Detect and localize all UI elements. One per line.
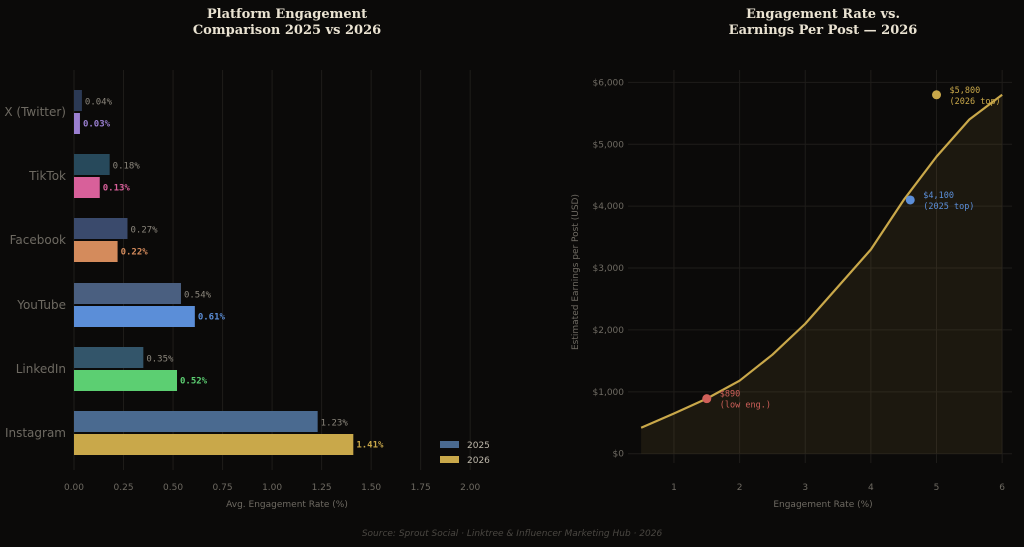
- bar-2026-label: 0.52%: [180, 377, 208, 387]
- bar-chart-title: Platform Engagement: [207, 7, 367, 22]
- area-fill: [641, 94, 1003, 454]
- bar-2025: [74, 218, 128, 239]
- category-label: Instagram: [5, 426, 66, 440]
- x-tick-label: 3: [802, 483, 808, 493]
- x-axis-label: Engagement Rate (%): [773, 500, 872, 510]
- x-tick-label: 0.25: [114, 483, 134, 493]
- x-tick-label: 4: [868, 483, 874, 493]
- bar-2026: [74, 370, 178, 391]
- x-tick-label: 0.75: [213, 483, 233, 493]
- annotation-label: $5,800: [950, 86, 981, 96]
- category-label: LinkedIn: [16, 362, 66, 376]
- bar-2026: [74, 434, 354, 455]
- line-chart-title: Earnings Per Post — 2026: [729, 23, 918, 38]
- earnings-line: [640, 93, 1003, 429]
- bar-2025-label: 0.04%: [85, 98, 113, 108]
- annotation-label: (2025 top): [923, 202, 974, 212]
- bar-2025-label: 0.18%: [113, 162, 141, 172]
- category-label: Facebook: [10, 233, 66, 247]
- y-tick-label: $6,000: [593, 78, 625, 88]
- bar-2026-label: 0.61%: [198, 313, 226, 323]
- bar-2025: [74, 90, 82, 111]
- x-tick-label: 5: [934, 483, 940, 493]
- x-tick-label: 0.00: [64, 483, 84, 493]
- bar-2025: [74, 283, 181, 304]
- category-label: YouTube: [16, 298, 66, 312]
- legend-label: 2025: [467, 441, 490, 451]
- y-tick-label: $0: [613, 450, 625, 460]
- earnings-line-chart: Engagement Rate vs.Earnings Per Post — 2…: [571, 7, 1012, 510]
- bar-2026-label: 0.03%: [83, 120, 111, 130]
- bar-2025: [74, 411, 318, 432]
- bar-2026: [74, 113, 80, 134]
- category-label: X (Twitter): [4, 105, 66, 119]
- bar-chart-title: Comparison 2025 vs 2026: [193, 23, 381, 38]
- annotation-point: [702, 394, 712, 404]
- annotation-label: (low eng.): [720, 401, 771, 411]
- bar-2025: [74, 347, 144, 368]
- bar-2026: [74, 177, 100, 198]
- legend-label: 2026: [467, 456, 490, 466]
- y-tick-label: $5,000: [593, 140, 625, 150]
- bar-2025: [74, 154, 110, 175]
- bar-2026-label: 1.41%: [356, 441, 384, 451]
- annotation-point: [932, 90, 942, 100]
- category-label: TikTok: [28, 169, 66, 183]
- line-chart-title: Engagement Rate vs.: [746, 7, 900, 22]
- annotation-point: [905, 195, 915, 205]
- x-axis-label: Avg. Engagement Rate (%): [226, 500, 348, 510]
- y-tick-label: $3,000: [593, 264, 625, 274]
- source-footer: Source: Sprout Social · Linktree & Influ…: [361, 529, 663, 539]
- x-tick-label: 1.25: [312, 483, 332, 493]
- y-tick-label: $1,000: [593, 388, 625, 398]
- x-tick-label: 1.00: [262, 483, 282, 493]
- y-tick-label: $4,000: [593, 202, 625, 212]
- bar-2025-label: 0.54%: [184, 291, 212, 301]
- y-tick-label: $2,000: [593, 326, 625, 336]
- bar-2025-label: 0.27%: [130, 226, 158, 236]
- x-tick-label: 1: [671, 483, 677, 493]
- legend: 2025 2026: [440, 441, 490, 466]
- bar-2026-label: 0.22%: [121, 248, 149, 258]
- bar-2025-label: 0.35%: [146, 355, 174, 365]
- annotation-label: (2026 top): [950, 97, 1001, 107]
- legend-swatch: [440, 456, 459, 463]
- bar-2026: [74, 241, 118, 262]
- x-tick-label: 1.75: [411, 483, 431, 493]
- bar-2026: [74, 306, 195, 327]
- x-tick-label: 1.50: [361, 483, 381, 493]
- x-tick-label: 2.00: [460, 483, 480, 493]
- legend-swatch: [440, 441, 459, 448]
- annotation-label: $890: [720, 390, 740, 400]
- x-tick-label: 0.50: [163, 483, 183, 493]
- annotation-label: $4,100: [923, 191, 954, 201]
- bar-2026-label: 0.13%: [103, 184, 131, 194]
- x-tick-label: 6: [999, 483, 1005, 493]
- bar-2025-label: 1.23%: [321, 419, 349, 429]
- y-axis-label: Estimated Earnings per Post (USD): [571, 194, 581, 350]
- x-tick-label: 2: [737, 483, 743, 493]
